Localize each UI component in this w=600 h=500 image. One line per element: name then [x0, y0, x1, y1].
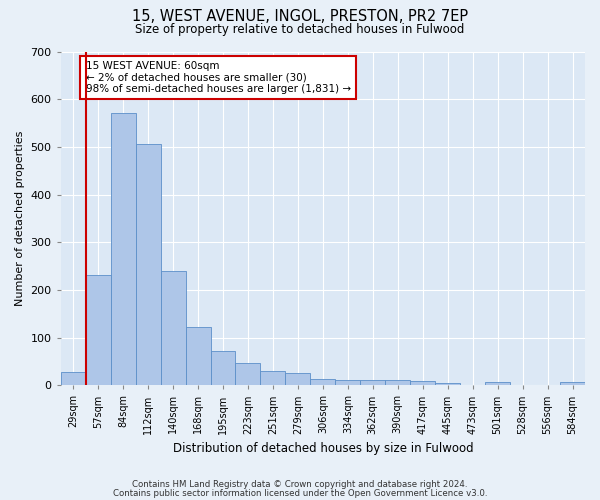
Bar — [61, 372, 86, 386]
Bar — [410, 382, 435, 386]
Bar — [260, 372, 286, 386]
Bar — [286, 374, 310, 386]
Text: 15, WEST AVENUE, INGOL, PRESTON, PR2 7EP: 15, WEST AVENUE, INGOL, PRESTON, PR2 7EP — [132, 9, 468, 24]
Bar — [335, 380, 361, 386]
Text: 15 WEST AVENUE: 60sqm
← 2% of detached houses are smaller (30)
98% of semi-detac: 15 WEST AVENUE: 60sqm ← 2% of detached h… — [86, 61, 351, 94]
Bar — [310, 379, 335, 386]
Bar — [385, 380, 410, 386]
X-axis label: Distribution of detached houses by size in Fulwood: Distribution of detached houses by size … — [173, 442, 473, 455]
Text: Contains public sector information licensed under the Open Government Licence v3: Contains public sector information licen… — [113, 489, 487, 498]
Bar — [110, 113, 136, 386]
Y-axis label: Number of detached properties: Number of detached properties — [15, 130, 25, 306]
Text: Size of property relative to detached houses in Fulwood: Size of property relative to detached ho… — [136, 22, 464, 36]
Bar — [161, 271, 185, 386]
Bar — [185, 326, 211, 386]
Bar — [485, 382, 510, 386]
Bar — [211, 352, 235, 386]
Bar — [560, 382, 585, 386]
Bar — [136, 144, 161, 386]
Bar — [361, 380, 385, 386]
Bar — [235, 364, 260, 386]
Bar — [86, 274, 110, 386]
Text: Contains HM Land Registry data © Crown copyright and database right 2024.: Contains HM Land Registry data © Crown c… — [132, 480, 468, 489]
Bar — [435, 383, 460, 386]
